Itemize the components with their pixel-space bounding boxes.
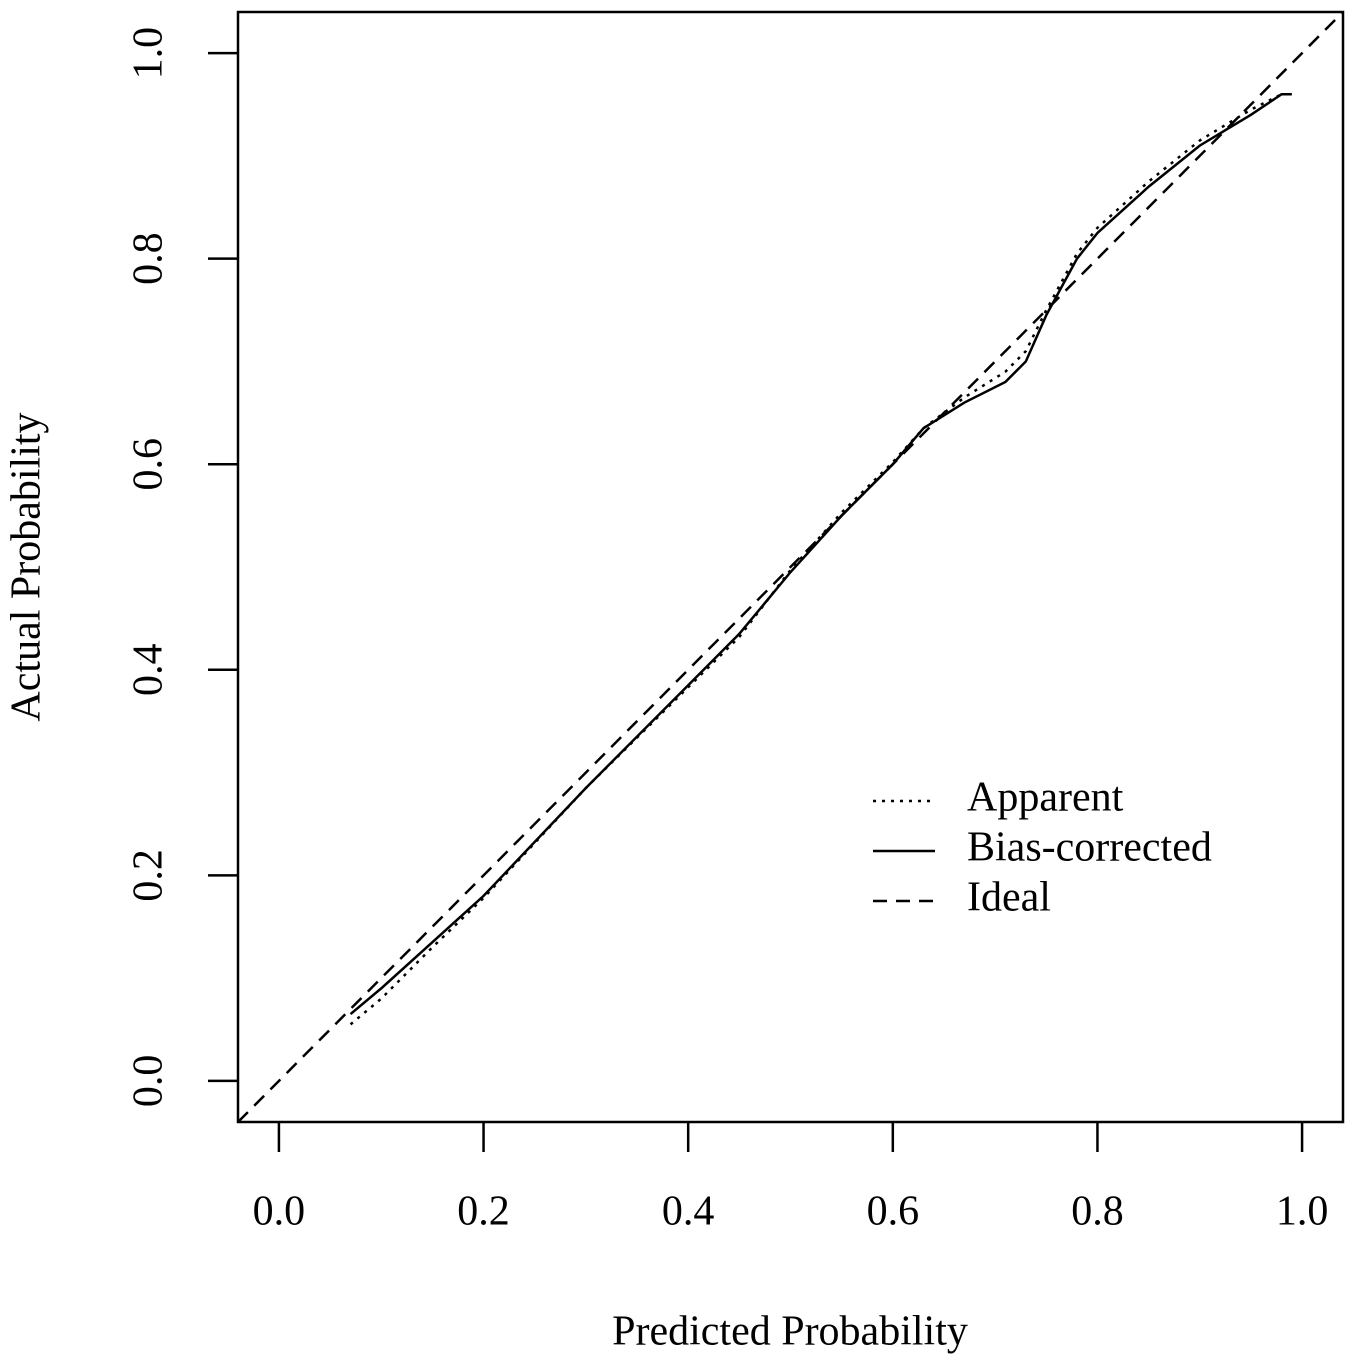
- x-tick-label: 0.8: [1071, 1189, 1124, 1235]
- y-tick-label: 0.2: [126, 849, 172, 902]
- x-tick-label: 0.2: [457, 1189, 510, 1235]
- series-line: [237, 11, 1344, 1123]
- x-tick-label: 0.4: [662, 1189, 715, 1235]
- y-tick-label: 1.0: [126, 27, 172, 80]
- y-axis-label: Actual Probability: [4, 412, 50, 721]
- y-tick-label: 0.8: [126, 232, 172, 285]
- x-tick-label: 1.0: [1276, 1189, 1329, 1235]
- legend-label: Ideal: [967, 875, 1051, 921]
- x-tick-label: 0.6: [867, 1189, 920, 1235]
- plot-frame: [236, 10, 1345, 1124]
- series-line: [349, 92, 1292, 1016]
- legend-label: Bias-corrected: [967, 825, 1212, 871]
- y-tick-label: 0.6: [126, 438, 172, 491]
- legend-label: Apparent: [967, 775, 1124, 821]
- y-tick-label: 0.0: [126, 1055, 172, 1108]
- series-line: [349, 93, 1283, 1026]
- x-tick-label: 0.0: [253, 1189, 306, 1235]
- y-tick-label: 0.4: [126, 644, 172, 697]
- x-axis-label: Predicted Probability: [612, 1309, 968, 1355]
